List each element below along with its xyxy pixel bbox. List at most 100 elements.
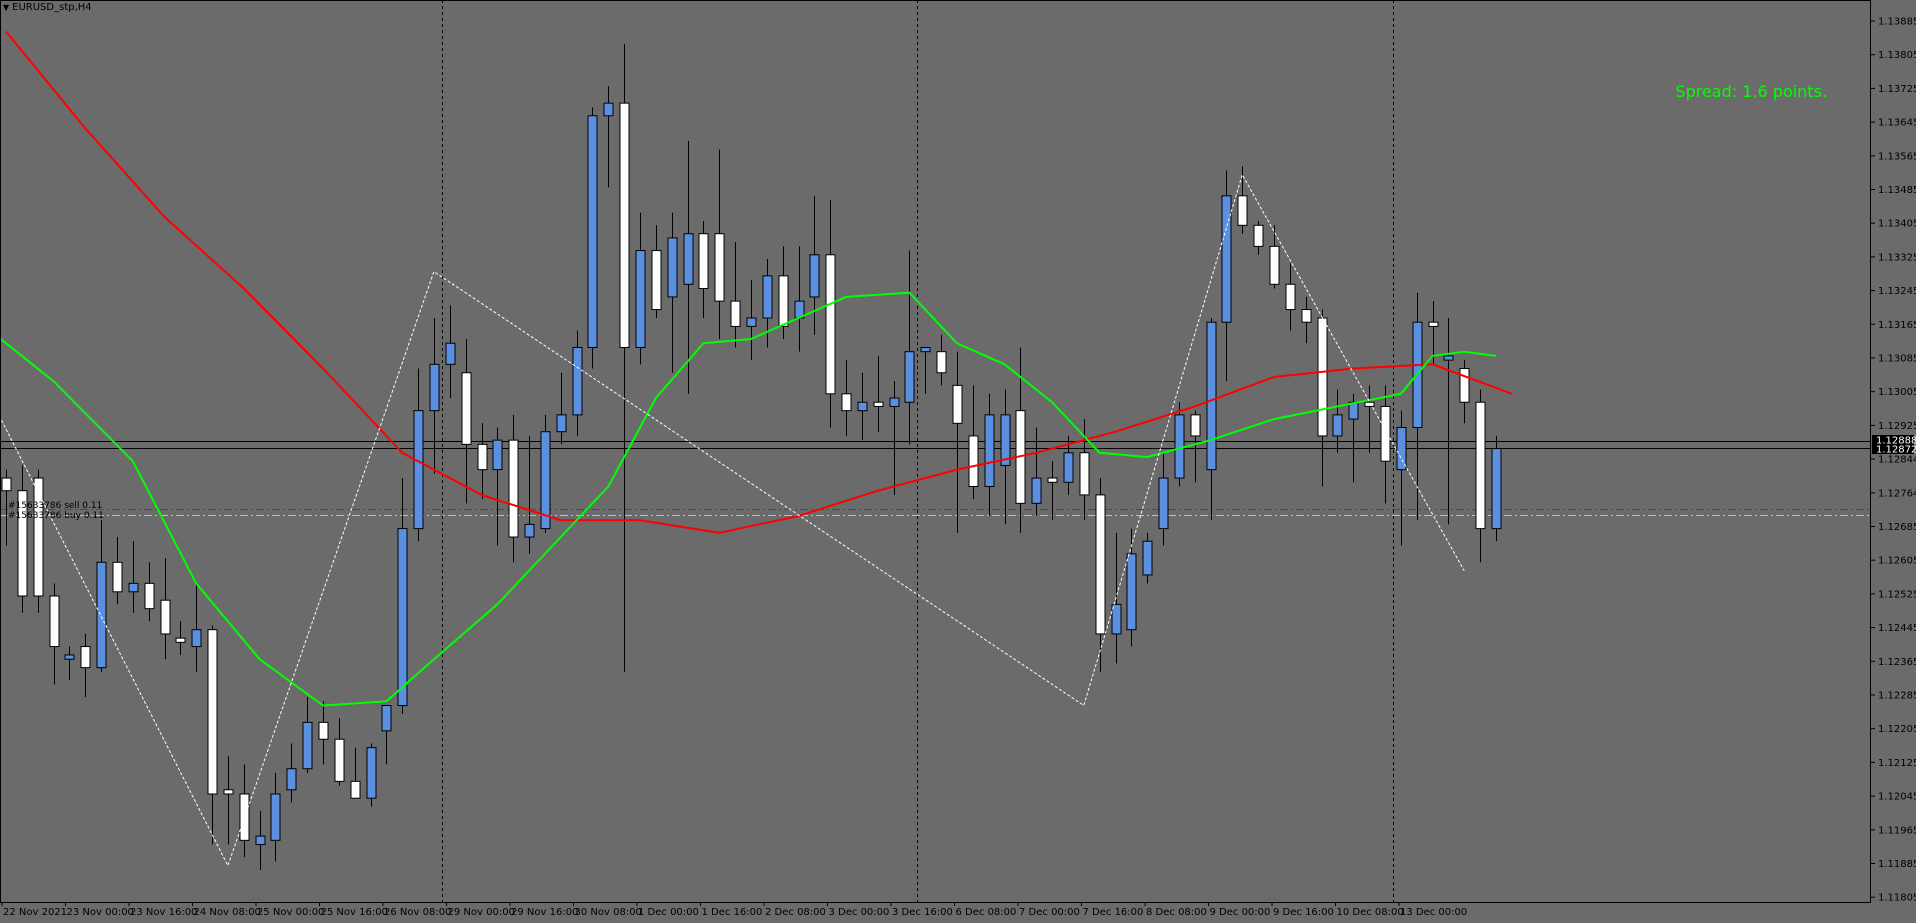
candle[interactable] — [508, 414, 519, 563]
candle[interactable] — [318, 701, 329, 765]
candle[interactable] — [889, 381, 900, 495]
candle[interactable] — [619, 44, 630, 672]
candle[interactable] — [1348, 393, 1359, 483]
candle[interactable] — [920, 346, 931, 394]
candle[interactable] — [445, 305, 456, 399]
candle[interactable] — [1126, 528, 1137, 647]
candle[interactable] — [144, 562, 155, 622]
candle[interactable] — [1063, 435, 1074, 495]
candle[interactable] — [762, 259, 773, 348]
candle[interactable] — [857, 372, 868, 441]
candle[interactable] — [730, 242, 741, 348]
candle[interactable] — [651, 225, 662, 318]
candle[interactable] — [825, 200, 836, 428]
trade-label-buy[interactable]: #15633786 buy 0.11 — [8, 511, 104, 521]
candle[interactable] — [984, 393, 995, 516]
candle[interactable] — [873, 355, 884, 432]
bid-price-badge[interactable] — [1872, 435, 1914, 445]
dropdown-triangle-icon[interactable]: ▼ — [3, 3, 10, 12]
candle[interactable] — [556, 372, 567, 445]
candle[interactable] — [302, 697, 313, 773]
candle[interactable] — [540, 414, 551, 533]
candle[interactable] — [968, 385, 979, 500]
candle[interactable] — [1031, 427, 1042, 516]
candle[interactable] — [1174, 402, 1185, 487]
candle[interactable] — [1000, 389, 1011, 525]
candle[interactable] — [904, 250, 915, 445]
candle[interactable] — [49, 583, 60, 685]
candle[interactable] — [1269, 225, 1280, 289]
candle[interactable] — [492, 427, 503, 546]
candle[interactable] — [381, 705, 392, 765]
candle[interactable] — [350, 747, 361, 799]
candle[interactable] — [1047, 461, 1058, 521]
ask-price-badge[interactable] — [1872, 444, 1914, 454]
candle[interactable] — [1237, 166, 1248, 234]
candle[interactable] — [1, 469, 12, 546]
candle[interactable] — [397, 478, 408, 714]
candle[interactable] — [64, 646, 75, 681]
candle[interactable] — [1412, 292, 1423, 521]
candle[interactable] — [936, 334, 947, 386]
chart-title[interactable]: ▼ EURUSD_stp,H4 — [3, 2, 92, 13]
candle[interactable] — [112, 537, 123, 605]
candle[interactable] — [794, 246, 805, 352]
candle[interactable] — [96, 520, 107, 672]
candle[interactable] — [1364, 385, 1375, 453]
candle[interactable] — [1332, 389, 1343, 453]
candle[interactable] — [33, 469, 44, 613]
candle[interactable] — [714, 149, 725, 340]
candle[interactable] — [1285, 263, 1296, 331]
candle[interactable] — [524, 435, 535, 554]
candle[interactable] — [683, 141, 694, 394]
candle[interactable] — [1443, 317, 1454, 525]
candle[interactable] — [255, 810, 266, 870]
candle[interactable] — [1253, 221, 1264, 255]
candle[interactable] — [223, 756, 234, 845]
price-axis[interactable]: 1.13885 1.13805 1.13725 1.13645 1.13565 1.134… — [1871, 17, 1916, 904]
candle[interactable] — [334, 718, 345, 786]
candle[interactable] — [128, 541, 139, 613]
candle[interactable] — [603, 86, 614, 188]
candle[interactable] — [587, 107, 598, 369]
candle[interactable] — [698, 221, 709, 318]
candle[interactable] — [270, 772, 281, 862]
candle[interactable] — [80, 633, 91, 698]
candle[interactable] — [572, 330, 583, 436]
candle[interactable] — [1491, 435, 1502, 542]
candle[interactable] — [1206, 317, 1217, 521]
candle[interactable] — [1095, 478, 1106, 672]
candle[interactable] — [1475, 389, 1486, 563]
candle[interactable] — [239, 764, 250, 858]
candle[interactable] — [841, 360, 852, 436]
candle[interactable] — [1221, 170, 1232, 382]
candle[interactable] — [17, 465, 28, 613]
candle[interactable] — [429, 317, 440, 474]
candle[interactable] — [1111, 532, 1122, 664]
candle[interactable] — [1396, 410, 1407, 546]
candle[interactable] — [160, 558, 171, 660]
candle[interactable] — [1380, 385, 1391, 504]
candle[interactable] — [461, 339, 472, 504]
candle[interactable] — [366, 743, 377, 807]
candle[interactable] — [207, 625, 218, 845]
candle[interactable] — [191, 583, 202, 672]
candle[interactable] — [1428, 301, 1439, 365]
candle[interactable] — [1142, 532, 1153, 584]
candle[interactable] — [477, 423, 488, 500]
candle[interactable] — [1190, 410, 1201, 483]
candle[interactable] — [1459, 360, 1470, 424]
candle[interactable] — [286, 743, 297, 803]
candle[interactable] — [1158, 452, 1169, 546]
candle[interactable] — [667, 212, 678, 373]
candle[interactable] — [413, 368, 424, 542]
candle[interactable] — [746, 280, 757, 361]
candle[interactable] — [1317, 309, 1328, 487]
candle[interactable] — [952, 351, 963, 533]
trade-label-sell[interactable]: #15633786 sell 0.11 — [8, 501, 103, 511]
candle[interactable] — [175, 621, 186, 655]
candle[interactable] — [635, 212, 646, 365]
